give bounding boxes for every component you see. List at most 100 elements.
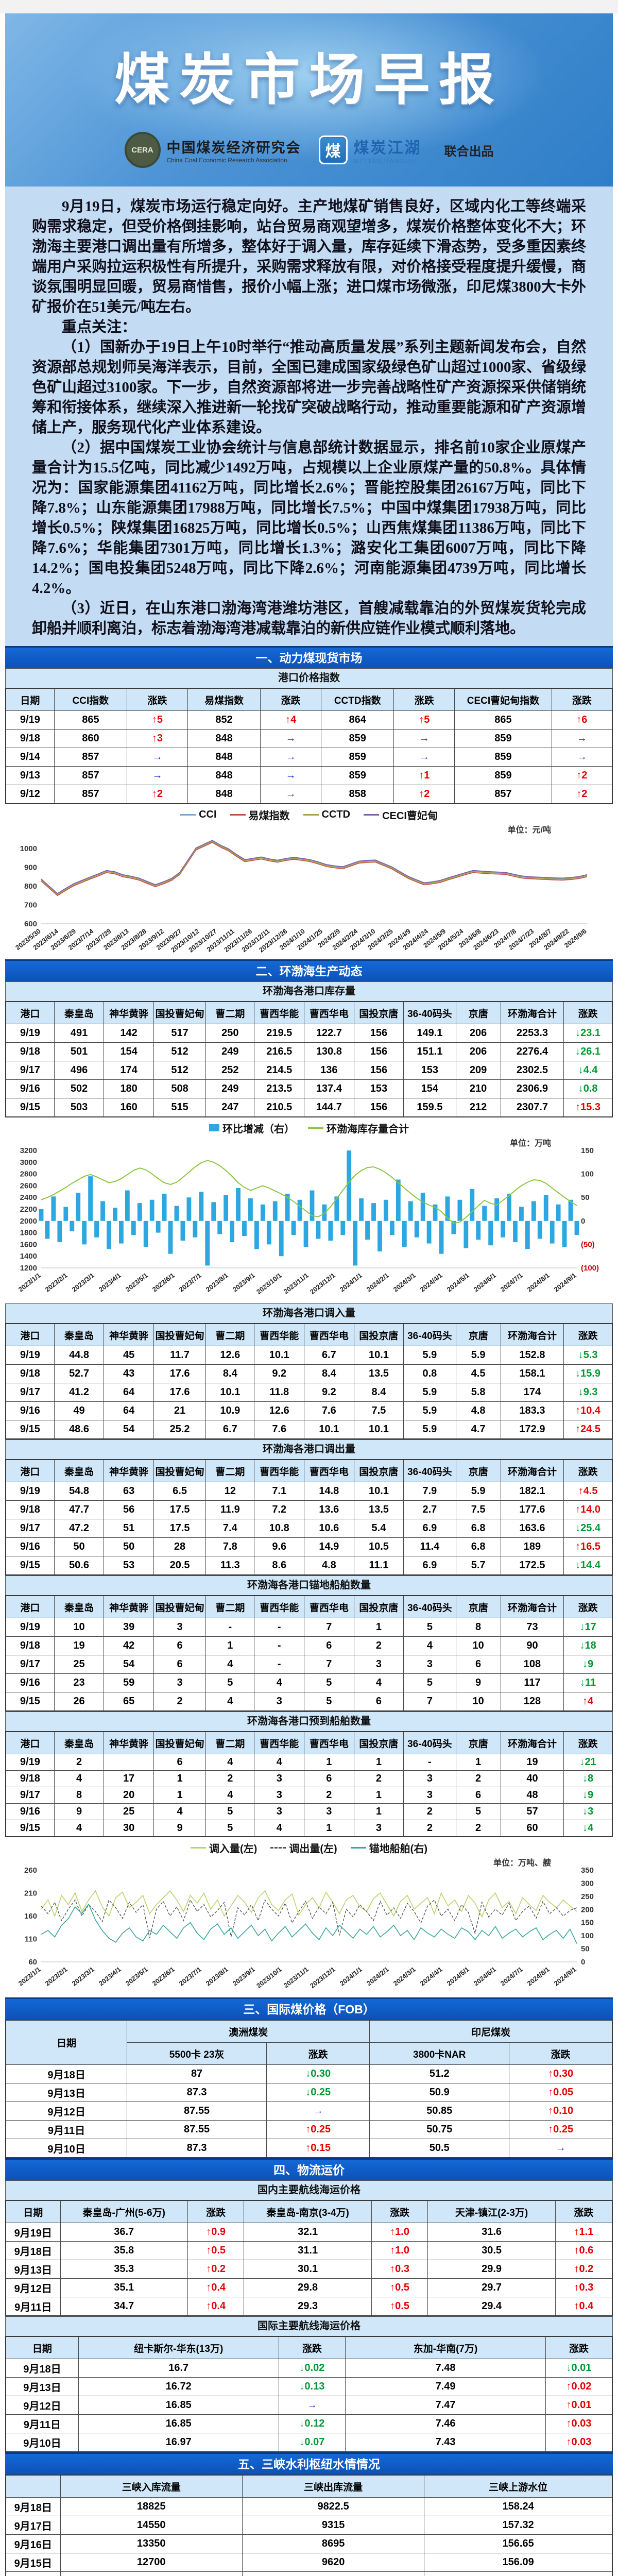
svg-text:1600: 1600 [20,1240,37,1249]
table-row: 9/17 25 54 6 4-7 3 3 6 108 ↓9 [5,1655,613,1674]
column-header: 环渤海合计 [500,1595,564,1618]
svg-text:2024/8/1: 2024/8/1 [526,1272,551,1294]
bohai-anchored-vessels-table: 港口 秦皇岛 神华黄骅 国投曹妃甸 曹二期 曹西华能 曹西华电 国投京唐 36-40码头 京唐 环渤… [5,1595,613,1711]
org-ccera: CERA 中国煤炭经济研究会 China Coal Economic Resea… [124,132,301,168]
subsection-inbound: 环渤海各港口调入量 [5,1303,613,1323]
table-row: 9/16 502 180 508 249 213.5 137.4 153 154 210 2306.… [5,1079,613,1098]
table-row: 9/15 503 160 515 247 210.5 144.7 156 159.5 212 230… [5,1098,613,1117]
column-header: 京唐 [455,1323,501,1346]
table-row: 9/18 4 17 1 2 3 6 2 3 2 40 ↓8 [5,1770,613,1787]
column-header: 国投曹妃甸 [153,1001,207,1024]
top-strip [0,0,618,13]
table-row: 9/16 9 25 4 5 3 3 1 2 5 57 ↓3 [5,1803,613,1820]
column-header: 环渤海合计 [500,1001,564,1024]
svg-text:2024/4/1: 2024/4/1 [419,1272,444,1294]
table-row: 9/18 52.7 43 17.6 8.4 9.2 8.4 13.5 0.8 4.5 158.1 ↓1… [5,1364,613,1383]
table-row: 9/15 48.6 54 25.2 6.7 7.6 10.1 10.1 5.9 4.7 172.9 ↑… [5,1420,613,1439]
column-header: 涨跌 [393,688,455,711]
column-header: 曹西华电 [304,1731,354,1754]
svg-text:100: 100 [581,1170,594,1179]
svg-text:700: 700 [24,901,37,909]
svg-text:2024/9/1: 2024/9/1 [553,1965,578,1988]
bohai-inventory-table: 港口 秦皇岛 神华黄骅 国投曹妃甸 曹二期 曹西华能 曹西华电 国投京唐 36-40码头 京唐 环渤… [5,1001,613,1117]
svg-text:200: 200 [581,1905,594,1914]
table-row: 9月15日 12700 9620 156.09 [5,2553,613,2572]
column-header: 京唐 [455,1459,501,1482]
table-row: 9月11日 34.7 ↑0.4 29.3 ↑0.5 29.4 ↑0.4 [5,2297,613,2316]
column-header [5,2475,61,2498]
svg-text:2600: 2600 [20,1181,37,1190]
table-row: 9/17 496 174 512 252 214.5 136 156 153 209 2302.5 ↓… [5,1061,613,1080]
svg-text:2023/12/1: 2023/12/1 [308,1272,337,1296]
column-header: 涨跌 [278,2336,346,2359]
column-header: 港口 [5,1001,55,1024]
column-header: 曹二期 [205,1459,255,1482]
table-row: 9/16 23 59 3 5 4 5 4 5 9 117 ↓11 [5,1673,613,1692]
column-header: CCI指数 [54,688,128,711]
meitanjianghu-logo-icon: 煤 [318,135,348,164]
legend-swatch-icon [230,814,246,816]
column-header: 涨跌 [371,2200,428,2223]
column-header: 东加-华南(7万) [345,2336,546,2359]
column-header: 36-40码头 [403,1731,456,1754]
svg-text:50: 50 [581,1945,590,1954]
svg-text:(50): (50) [581,1240,595,1249]
column-header: 曹二期 [205,1001,255,1024]
column-header: 涨跌 [266,2042,370,2065]
chart-unit-label: 单位：元/吨 [507,826,551,835]
column-header: 国投京唐 [353,1731,404,1754]
org-meitanjianghu: 煤 煤炭江湖 MEITANJIANGHU [318,135,422,165]
table-row: 9/13 857 → 848 → 859 ↑1 859 ↑2 [5,766,613,785]
bohai-expected-vessels-table: 港口 秦皇岛 神华黄骅 国投曹妃甸 曹二期 曹西华能 曹西华电 国投京唐 36-40码头 京唐 环渤… [5,1731,613,1837]
svg-text:2023/9/1: 2023/9/1 [231,1965,256,1988]
international-freight-table: 日期 纽卡斯尔-华东(13万) 涨跌 东加-华南(7万) 涨跌 9月18日 16.7 ↓0.0… [5,2336,613,2452]
port-price-chart-block: CCI 易煤指数 CCTD CECI曹妃甸 单位：元/吨 600 700 800 900 10… [5,804,613,959]
table-row: 9/19 2 6 4 4 1 1-1 19 ↓21 [5,1754,613,1771]
intro-paragraph: （1）国新办于19日上午10时举行“推动高质量发展”系列主题新闻发布会，自然资源… [32,339,586,436]
svg-text:2023/2/1: 2023/2/1 [44,1272,69,1294]
table-row: 9/14 857 → 848 → 859 → 859 → [5,748,613,767]
svg-text:2023/4/1: 2023/4/1 [97,1965,123,1988]
ccera-logo-icon: CERA [124,132,161,168]
svg-text:2023/12/1: 2023/12/1 [308,1965,337,1990]
subsection-expected-vessels: 环渤海各港口预到船舶数量 [5,1711,613,1731]
table-row: 9/19 44.8 45 11.7 12.6 10.1 6.7 10.1 5.9 5.9 152.8… [5,1346,613,1365]
svg-text:1200: 1200 [20,1264,37,1273]
column-header: CECI曹妃甸指数 [454,688,552,711]
legend-item: 环比增减（右） [209,1121,295,1136]
svg-text:2024/2/1: 2024/2/1 [365,1965,390,1988]
svg-text:2023/5/1: 2023/5/1 [124,1272,149,1294]
column-header: 秦皇岛 [54,1595,105,1618]
column-header: 三峡入库流量 [60,2475,243,2498]
column-header: 曹西华能 [254,1323,305,1346]
table-row: 9月17日 14550 9315 157.32 [5,2516,613,2535]
legend-swatch-icon [350,1846,366,1849]
legend-item: 锚地船舶(右) [350,1840,427,1855]
section-title-international-coal-fob: 三、国际煤价格（FOB） [5,1997,613,2020]
column-header: 曹西华电 [304,1001,354,1024]
svg-text:2024/3/1: 2024/3/1 [392,1965,417,1988]
column-header: 京唐 [455,1731,501,1754]
table-row: 9月13日 35.3 ↑0.2 30.1 ↑0.3 29.9 ↑0.2 [5,2260,613,2279]
column-header: 秦皇岛 [54,1459,105,1482]
svg-text:2024/2/1: 2024/2/1 [365,1272,390,1294]
joint-label: 联合出品 [444,144,494,159]
column-header: 曹二期 [205,1595,255,1618]
svg-text:150: 150 [581,1146,594,1155]
legend-swatch-icon [270,1846,286,1849]
svg-text:210: 210 [24,1889,37,1898]
svg-text:2400: 2400 [20,1193,37,1202]
column-header: 秦皇岛 [54,1731,105,1754]
svg-text:300: 300 [581,1879,594,1888]
table-row: 9月12日 87.55 → 50.85 ↑0.10 [5,2102,613,2121]
svg-text:2023/11/1: 2023/11/1 [282,1272,310,1296]
svg-text:2023/4/1: 2023/4/1 [97,1272,123,1294]
svg-text:2023/5/1: 2023/5/1 [124,1965,149,1988]
column-header: 涨跌 [127,688,188,711]
svg-text:2023/9/1: 2023/9/1 [231,1272,256,1294]
svg-text:1000: 1000 [20,844,37,853]
column-header: 曹二期 [205,1323,255,1346]
table-row: 9月18日 18825 9822.5 158.24 [5,2497,613,2516]
subsection-outbound: 环渤海各港口调出量 [5,1439,613,1459]
